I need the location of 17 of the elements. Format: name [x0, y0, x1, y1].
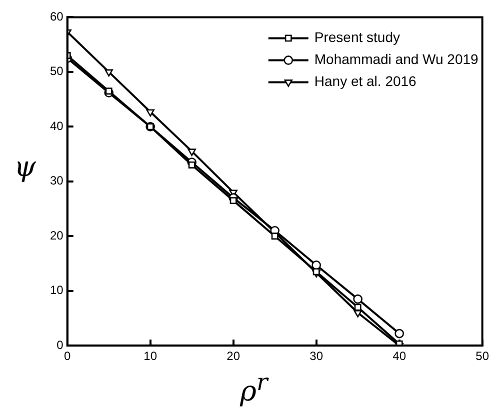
y-tick-label: 40	[50, 118, 64, 133]
y-tick-label: 60	[50, 10, 64, 24]
y-tick-label: 50	[50, 64, 64, 78]
x-tick-label: 20	[226, 349, 240, 364]
legend-label: Mohammadi and Wu 2019	[314, 51, 479, 68]
x-tick-label: 50	[476, 349, 490, 364]
y-tick-label: 20	[50, 228, 64, 242]
x-tick-label: 40	[392, 349, 406, 364]
x-tick-label: 10	[144, 349, 158, 364]
y-tick-label: 10	[50, 283, 64, 298]
x-axis-title: ρ$^{r}$	[240, 368, 268, 408]
y-tick-label: 30	[50, 174, 64, 188]
legend-label: Hany et al. 2016	[314, 73, 417, 90]
y-axis-title: ψ	[14, 150, 36, 183]
x-tick-label: 30	[310, 349, 324, 364]
y-tick-label: 0	[56, 338, 64, 352]
legend-label: Present study	[314, 29, 400, 46]
